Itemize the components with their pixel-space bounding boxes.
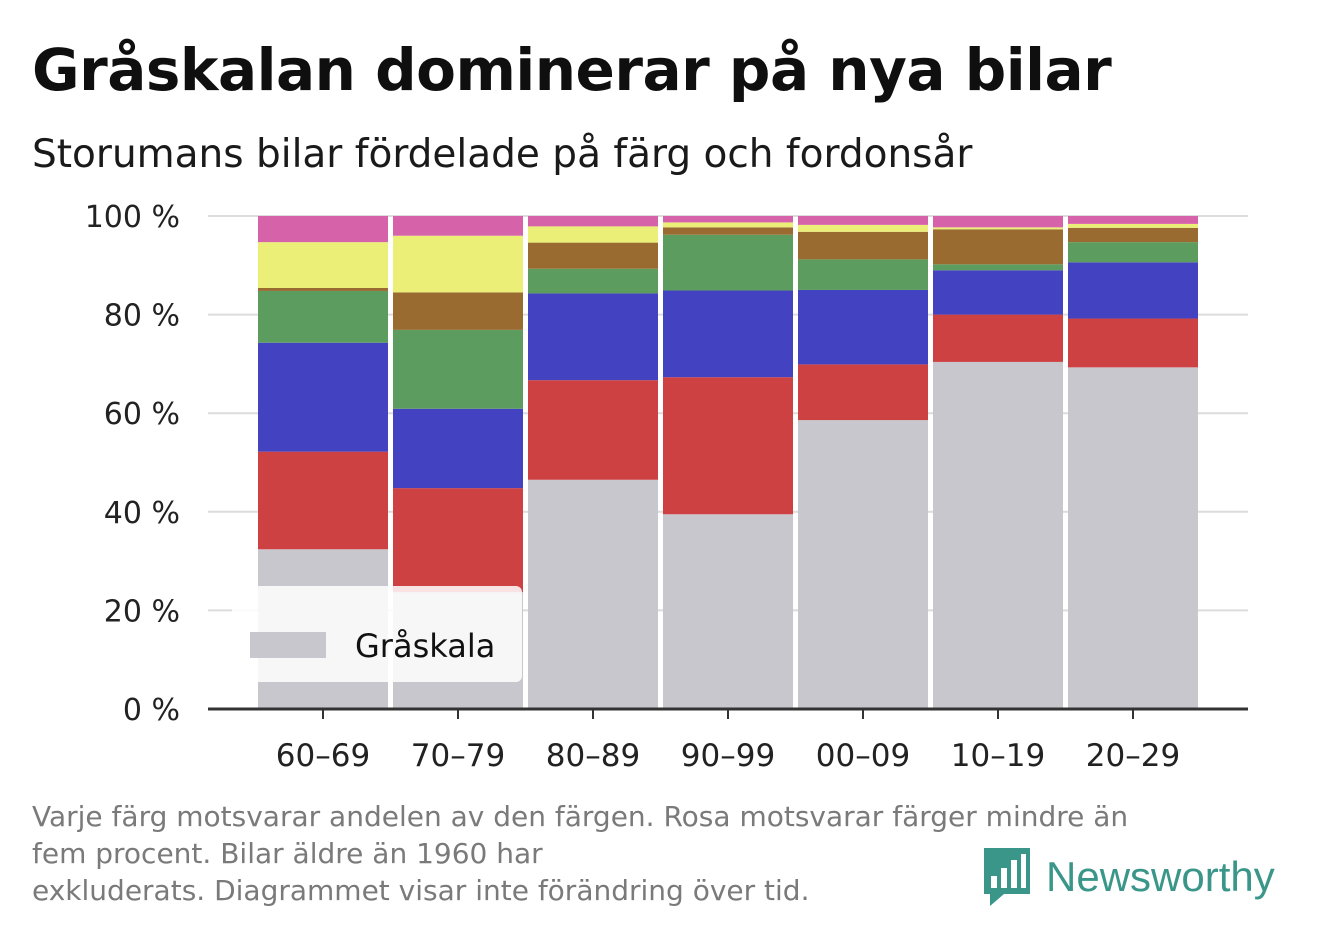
bar-segment [528,479,658,709]
bar-segment [528,293,658,381]
y-tick-label: 80 % [104,299,180,334]
bar-segment [798,216,928,225]
bar-segment [798,289,928,365]
x-tick-label: 90–99 [681,738,775,774]
legend-label: Gråskala [355,627,495,665]
newsworthy-logo: Newsworthy [980,846,1275,908]
bar-segment [528,380,658,480]
y-tick-label: 60 % [104,397,180,432]
bar-segment [663,290,793,378]
bar-segment [933,229,1063,265]
bar-segment [393,216,523,236]
bar-segment [528,216,658,227]
bar-segment [933,216,1063,228]
y-tick-label: 40 % [104,496,180,531]
footnote-line-3: exkluderats. Diagrammet visar inte förän… [32,874,810,907]
bar-segment [528,268,658,294]
bar-segment [933,264,1063,271]
bar-segment [1068,262,1198,319]
y-tick-label: 100 % [85,200,180,235]
bar-segment [393,408,523,489]
bar-segment [393,488,523,593]
x-tick-label: 10–19 [951,738,1045,774]
bar-segment [798,259,928,290]
bar-segment [1068,242,1198,263]
x-tick-label: 20–29 [1086,738,1180,774]
bar-segment [258,287,388,291]
bar-segment [1068,216,1198,224]
bar-segment [1068,223,1198,228]
footnote: Varje färg motsvarar andelen av den färg… [32,798,1272,909]
bar-segment [663,377,793,515]
x-tick-label: 60–69 [276,738,370,774]
bar-segment [663,222,793,228]
bar-segment [393,235,523,293]
x-axis: 60–69 70–79 80–89 90–99 00–09 10–19 20–29 [208,707,1248,774]
bar-segment [258,216,388,243]
bar-segment [1068,227,1198,243]
chart-subtitle: Storumans bilar fördelade på färg och fo… [32,132,973,177]
stacked-bar-chart: 0 % 20 % 40 % 60 % 80 % 100 % 60–69 70–79 80–89… [85,200,1248,774]
y-tick-label: 20 % [104,594,180,629]
x-tick-label: 00–09 [816,738,910,774]
bar-segment [933,227,1063,230]
chart-title: Gråskalan dominerar på nya bilar [32,36,1112,104]
bar-segment [798,231,928,260]
bar-segment [528,226,658,243]
footnote-line-1: Varje färg motsvarar andelen av den färg… [32,800,1129,833]
bar-segment [1068,318,1198,368]
bar-segment [933,314,1063,362]
x-tick-label: 80–89 [546,738,640,774]
bar-segment [933,270,1063,315]
bar-segment [258,290,388,343]
bar-segment [663,227,793,235]
bar-segment [663,216,793,223]
x-tick-label: 70–79 [411,738,505,774]
bar-segment [798,224,928,232]
bar-segment [258,451,388,550]
bar-segment [933,361,1063,709]
footnote-line-2: fem procent. Bilar äldre än 1960 har [32,837,543,870]
bar-segment [798,420,928,709]
bar-segment [258,342,388,452]
bar-segment [663,514,793,709]
bar-segment [798,364,928,421]
bar-segment [258,242,388,288]
y-axis-ticks: 0 % 20 % 40 % 60 % 80 % 100 % [85,200,180,728]
y-tick-label: 0 % [123,693,180,728]
legend: Gråskala [232,586,522,682]
bar-segment [663,234,793,291]
bar-segment [1068,367,1198,709]
bar-segment [393,329,523,409]
bar-segment [393,292,523,330]
brand-name: Newsworthy [1046,853,1275,900]
bar-chart-icon [984,848,1030,906]
bar-segment [528,242,658,269]
legend-swatch [250,632,326,658]
